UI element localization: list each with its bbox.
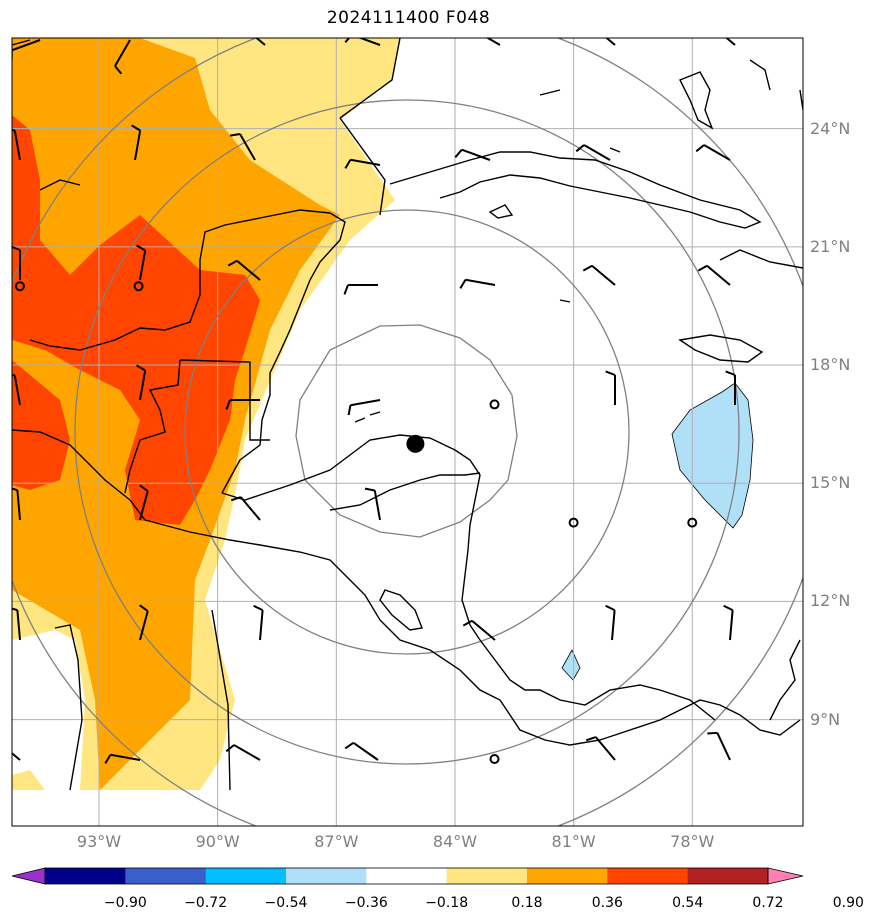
wind-barb xyxy=(344,741,379,761)
wind-barb xyxy=(12,128,21,161)
wind-barb xyxy=(12,487,21,521)
wind-barb xyxy=(255,38,266,46)
calm-marker xyxy=(489,754,500,765)
wind-barb xyxy=(582,264,616,286)
colorbar-tick-label: −0.36 xyxy=(344,895,388,911)
colorbar-segment xyxy=(366,868,448,884)
colorbar-tick-label: −0.18 xyxy=(425,895,469,911)
range-ring-900km xyxy=(74,99,740,765)
colorbar-segment xyxy=(45,868,126,884)
longitude-label: 90°W xyxy=(195,832,240,851)
colorbar-segment xyxy=(607,868,689,884)
wind-barb xyxy=(12,373,21,406)
wind-barb xyxy=(139,604,149,641)
wind-barb xyxy=(697,264,731,286)
wind-barb xyxy=(723,604,734,641)
colorbar-tick-label: 0.18 xyxy=(511,895,543,911)
wind-barb xyxy=(136,364,147,401)
longitude-label: 93°W xyxy=(76,832,122,851)
wind-barb xyxy=(462,619,496,641)
wind-barb xyxy=(225,399,260,410)
longitude-label: 87°W xyxy=(314,832,359,851)
colorbar-segment xyxy=(286,868,367,884)
wind-barb xyxy=(139,484,149,521)
colorbar-tick-label: 0.36 xyxy=(591,895,623,911)
wind-barb xyxy=(585,736,616,761)
calm-marker xyxy=(489,399,500,410)
latitude-label: 9°N xyxy=(810,709,841,729)
wind-barbs xyxy=(12,38,736,764)
colorbar-segment xyxy=(125,868,207,884)
calm-marker xyxy=(568,517,579,528)
wind-barb xyxy=(459,278,496,289)
range-rings xyxy=(12,38,803,826)
colorbar-max-extend xyxy=(767,867,804,885)
wind-barb xyxy=(12,751,21,761)
wind-barb xyxy=(725,370,736,405)
colorbar-tick-label: −0.54 xyxy=(264,895,308,911)
wind-barb xyxy=(12,39,41,61)
wind-barb xyxy=(225,744,261,761)
colorbar-tick-label: −0.90 xyxy=(103,895,147,911)
colorbar-min-extend xyxy=(11,867,46,885)
wind-barb xyxy=(136,244,147,281)
wind-barb xyxy=(12,607,21,641)
calm-marker xyxy=(687,517,698,528)
lat-lon-gridlines xyxy=(12,38,803,826)
colorbar-tick-label: 0.72 xyxy=(752,895,784,911)
wind-barb xyxy=(605,370,616,405)
wind-barb xyxy=(605,38,616,46)
positive-anomaly-shading xyxy=(12,38,400,790)
wind-barb xyxy=(575,144,611,161)
wind-barb xyxy=(344,38,381,46)
wind-barb xyxy=(485,38,501,46)
storm-center-marker xyxy=(406,434,425,453)
colorbar xyxy=(11,867,804,885)
colorbar-segment xyxy=(527,868,608,884)
wind-barb xyxy=(227,259,261,281)
wind-barb xyxy=(114,39,131,75)
colorbar-tick-label: 0.90 xyxy=(832,895,864,911)
latitude-label: 12°N xyxy=(810,591,851,611)
colorbar-segment xyxy=(205,868,287,884)
wind-barb xyxy=(230,496,261,521)
wind-barb xyxy=(605,604,616,641)
calm-wind-markers xyxy=(14,281,698,765)
wind-barb xyxy=(347,399,381,416)
wind-barb xyxy=(344,158,381,169)
latitude-label: 15°N xyxy=(810,473,851,493)
latitude-label: 18°N xyxy=(810,355,851,375)
wind-barb xyxy=(695,144,731,161)
latitude-label: 21°N xyxy=(810,236,851,256)
calm-marker xyxy=(133,281,144,292)
latitude-label: 24°N xyxy=(810,118,851,138)
longitude-label: 81°W xyxy=(551,832,596,851)
range-ring-600km xyxy=(184,209,630,655)
longitude-label: 78°W xyxy=(670,832,715,851)
wind-barb xyxy=(725,38,736,46)
wind-barb xyxy=(253,604,264,641)
range-ring-300km xyxy=(295,324,518,538)
colorbar-segment xyxy=(687,868,769,884)
colorbar-tick-label: −0.72 xyxy=(184,895,228,911)
colorbar-tick-label: 0.54 xyxy=(672,895,704,911)
map-title: 2024111400 F048 xyxy=(326,8,491,28)
wind-barb xyxy=(707,731,731,761)
wind-barb xyxy=(131,124,142,161)
wind-barb xyxy=(343,284,378,295)
longitude-label: 84°W xyxy=(432,832,478,851)
calm-marker xyxy=(14,281,25,292)
wind-barb xyxy=(104,753,141,764)
colorbar-segment xyxy=(446,868,528,884)
wind-barb xyxy=(454,148,491,161)
wind-barb xyxy=(364,487,381,521)
forecast-map xyxy=(11,37,804,827)
coastlines xyxy=(12,38,803,791)
wind-barb xyxy=(229,133,256,161)
